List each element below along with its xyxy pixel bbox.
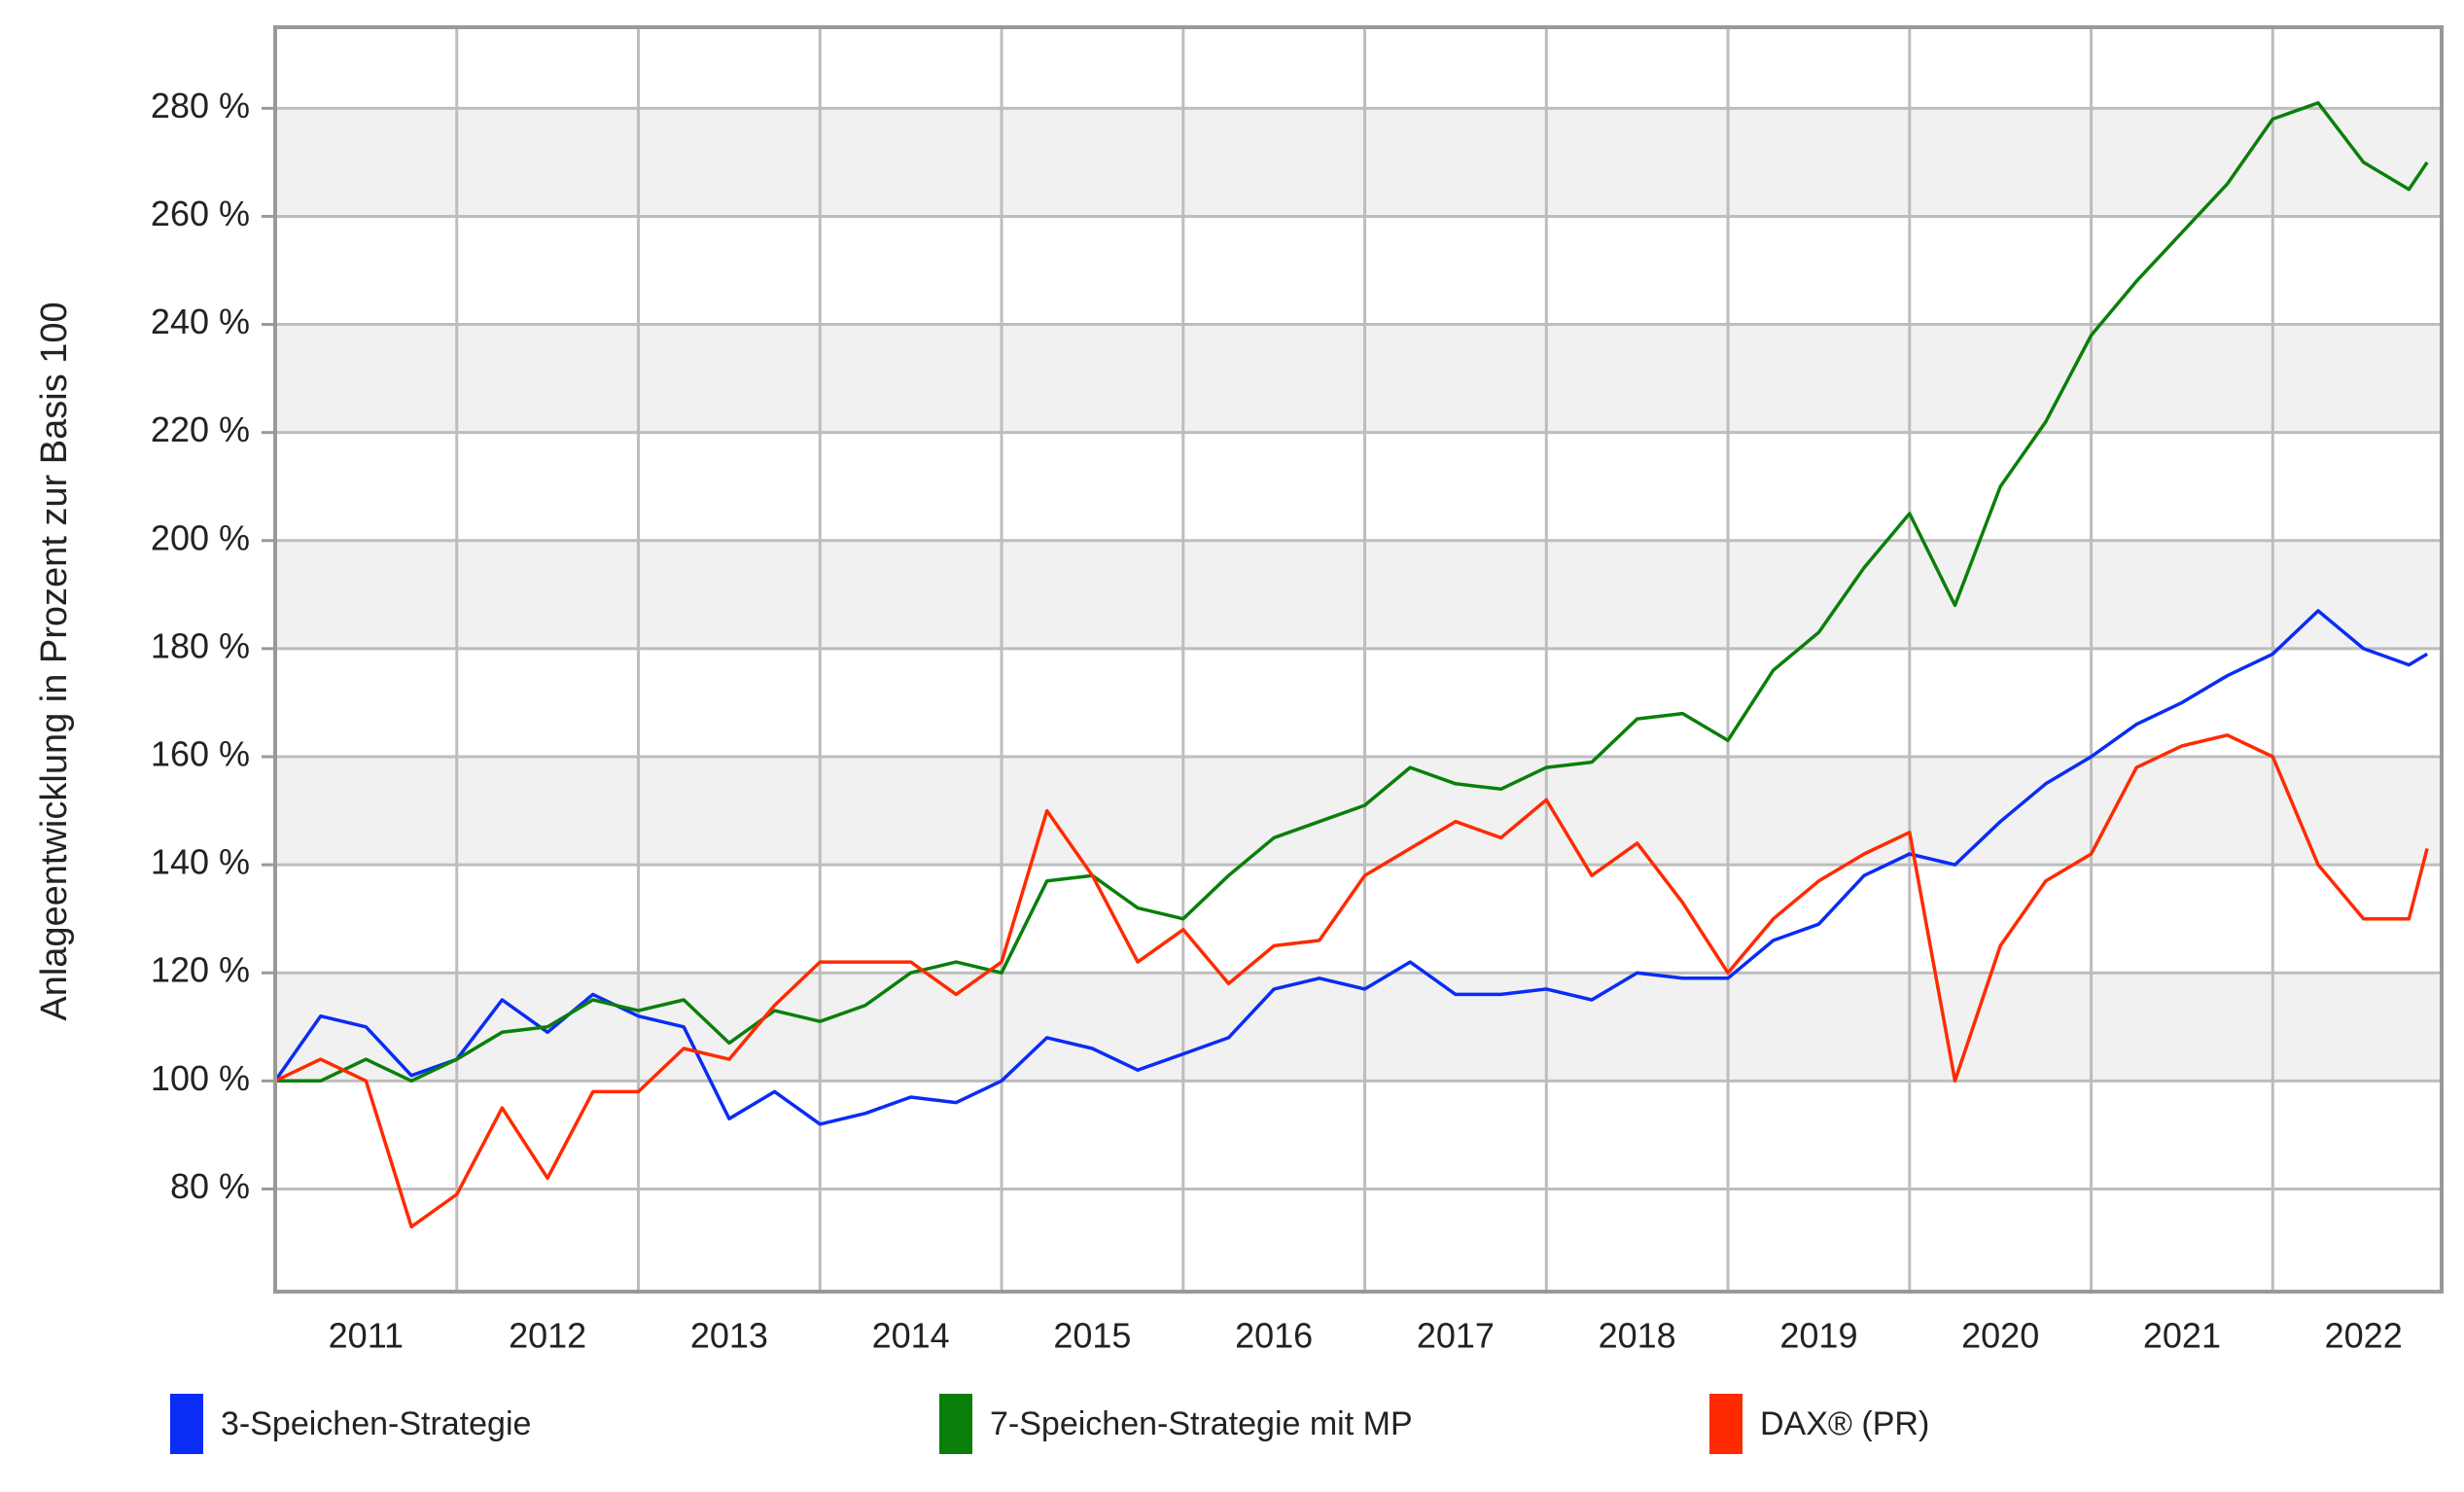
band	[275, 757, 2442, 866]
legend-swatch	[1709, 1394, 1742, 1454]
band	[275, 108, 2442, 217]
y-tick-label: 160 %	[151, 734, 250, 774]
x-tick-label: 2021	[2143, 1316, 2221, 1356]
legend-swatch	[939, 1394, 972, 1454]
x-tick-label: 2012	[509, 1316, 586, 1356]
y-tick-label: 100 %	[151, 1058, 250, 1098]
series-line	[273, 609, 2428, 1126]
legend-swatch	[170, 1394, 203, 1454]
y-tick-label: 120 %	[151, 950, 250, 990]
x-tick-label: 2018	[1599, 1316, 1676, 1356]
band	[275, 540, 2442, 649]
y-tick-label: 200 %	[151, 517, 250, 557]
x-tick-label: 2020	[1961, 1316, 2039, 1356]
y-axis-label: Anlageentwicklung in Prozent zur Basis 1…	[34, 302, 75, 1020]
x-tick-label: 2014	[872, 1316, 950, 1356]
y-tick-label: 180 %	[151, 625, 250, 665]
y-tick-label: 140 %	[151, 842, 250, 882]
x-tick-label: 2013	[690, 1316, 768, 1356]
x-tick-label: 2017	[1417, 1316, 1495, 1356]
x-tick-label: 2022	[2325, 1316, 2403, 1356]
x-tick-label: 2015	[1053, 1316, 1131, 1356]
y-tick-label: 240 %	[151, 302, 250, 341]
y-tick-label: 220 %	[151, 409, 250, 449]
y-tick-label: 80 %	[170, 1166, 250, 1206]
legend-label: 7-Speichen-Strategie mit MP	[990, 1405, 1413, 1442]
plot-border	[273, 25, 2444, 1294]
legend-label: 3-Speichen-Strategie	[221, 1405, 531, 1442]
band	[275, 324, 2442, 433]
y-tick-label: 260 %	[151, 194, 250, 233]
x-tick-label: 2016	[1235, 1316, 1313, 1356]
x-tick-label: 2011	[329, 1316, 404, 1356]
x-tick-label: 2019	[1779, 1316, 1857, 1356]
legend-label: DAX® (PR)	[1760, 1405, 1929, 1442]
series-line	[274, 733, 2429, 1229]
band	[275, 973, 2442, 1082]
y-tick-label: 280 %	[151, 86, 250, 125]
series-line	[275, 101, 2429, 1083]
